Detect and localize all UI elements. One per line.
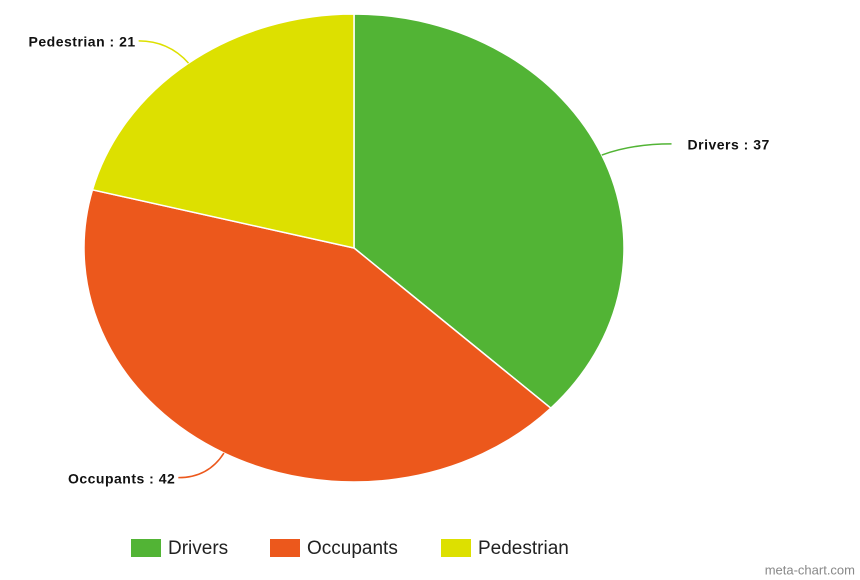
legend-swatch <box>441 539 471 557</box>
legend-label: Occupants <box>307 538 398 559</box>
legend-swatch <box>270 539 300 557</box>
legend-label: Pedestrian <box>478 538 569 559</box>
data-label: Pedestrian : 21 <box>29 34 136 50</box>
legend-swatch <box>131 539 161 557</box>
leader-line <box>601 143 672 156</box>
data-label: Drivers : 37 <box>688 137 770 153</box>
leader-line <box>138 40 190 64</box>
leader-line <box>178 452 225 479</box>
data-label: Occupants : 42 <box>68 470 175 486</box>
pie-slice <box>83 188 552 483</box>
pie-slice <box>91 13 355 249</box>
watermark: meta-chart.com <box>765 562 855 577</box>
legend-label: Drivers <box>168 538 228 559</box>
